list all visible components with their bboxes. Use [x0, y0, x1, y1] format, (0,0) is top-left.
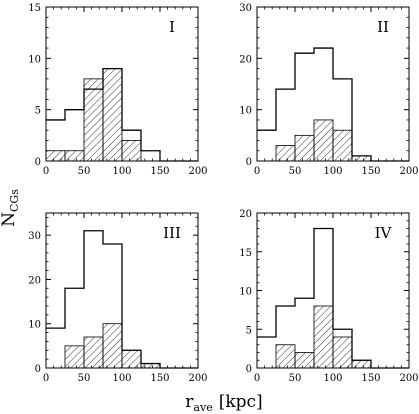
hatched-bar — [351, 359, 372, 369]
histogram-panel-2: 0 50 100 150 200 0 10 20 30 II — [239, 3, 418, 177]
hatched-bar — [275, 145, 296, 162]
x-tick-label: 100 — [112, 166, 131, 177]
x-tick-label: 200 — [188, 373, 207, 384]
hatched-bar — [102, 68, 123, 162]
y-axis-title-sub: CGs — [8, 189, 21, 212]
hatched-bar — [121, 349, 142, 369]
x-axis-title-sub: ave — [193, 401, 212, 414]
y-tick-label: 5 — [246, 325, 252, 336]
y-tick-label: 15 — [28, 3, 41, 14]
x-tick-label: 150 — [150, 373, 169, 384]
y-tick-label: 5 — [35, 106, 41, 117]
hatched-bar — [313, 305, 334, 369]
y-tick-label: 0 — [246, 157, 252, 168]
y-tick-label: 15 — [239, 248, 252, 259]
x-tick-label: 150 — [361, 166, 380, 177]
y-axis-title: NCGs — [0, 189, 21, 227]
hatched-bar — [102, 323, 123, 369]
x-tick-label: 200 — [399, 166, 418, 177]
y-tick-label: 0 — [35, 364, 41, 375]
x-tick-label: 150 — [361, 373, 380, 384]
panel-label: IV — [375, 224, 393, 242]
hatched-bar — [45, 150, 66, 162]
y-tick-label: 10 — [28, 54, 41, 65]
x-axis-title-unit: [kpc] — [219, 392, 263, 412]
y-tick-label: 30 — [239, 3, 252, 14]
x-tick-label: 0 — [43, 166, 49, 177]
histogram-panel-1: 0 50 100 150 200 0 5 10 15 I — [28, 3, 207, 177]
y-tick-label: 0 — [246, 364, 252, 375]
y-tick-label: 0 — [35, 157, 41, 168]
panel-label: II — [377, 18, 389, 36]
x-tick-label: 50 — [78, 166, 91, 177]
y-tick-label: 10 — [239, 106, 252, 117]
x-tick-label: 0 — [43, 373, 49, 384]
hatched-bar — [121, 140, 142, 162]
x-axis-title: rave [kpc] — [185, 392, 262, 414]
x-tick-label: 100 — [323, 373, 342, 384]
hatched-bar — [332, 129, 353, 162]
y-tick-label: 20 — [239, 209, 252, 220]
hatched-bar — [83, 336, 104, 369]
y-axis-title-main: N — [0, 212, 19, 227]
x-tick-label: 200 — [188, 166, 207, 177]
x-tick-label: 50 — [289, 373, 302, 384]
x-tick-label: 0 — [254, 166, 260, 177]
x-axis-title-main: r — [185, 392, 194, 412]
x-tick-label: 50 — [289, 166, 302, 177]
hatched-bar — [351, 155, 372, 162]
hatched-bar — [294, 352, 315, 369]
hatched-bar — [332, 336, 353, 369]
histogram-panel-3: 0 50 100 150 200 0 10 20 30 III — [28, 212, 208, 384]
hatched-bar — [64, 150, 85, 162]
hatched-bar — [83, 78, 104, 162]
x-tick-label: 50 — [78, 373, 91, 384]
hatched-bar — [275, 344, 296, 369]
x-tick-label: 150 — [150, 166, 169, 177]
hatched-bar — [313, 119, 334, 162]
y-tick-label: 10 — [239, 287, 252, 298]
hatched-bar — [64, 345, 85, 369]
y-tick-label: 20 — [28, 275, 41, 286]
y-tick-label: 10 — [28, 320, 41, 331]
x-tick-label: 0 — [254, 373, 260, 384]
y-tick-label: 30 — [28, 231, 41, 242]
x-tick-label: 100 — [112, 373, 131, 384]
y-tick-label: 20 — [239, 54, 252, 65]
x-tick-label: 200 — [399, 373, 418, 384]
hatched-bar — [294, 134, 315, 162]
panel-label: III — [163, 224, 181, 242]
histogram-panel-4: 0 50 100 150 200 0 5 10 15 20 IV — [239, 209, 418, 384]
x-tick-label: 100 — [323, 166, 342, 177]
hatched-bar — [140, 363, 161, 369]
panel-label: I — [169, 18, 175, 36]
